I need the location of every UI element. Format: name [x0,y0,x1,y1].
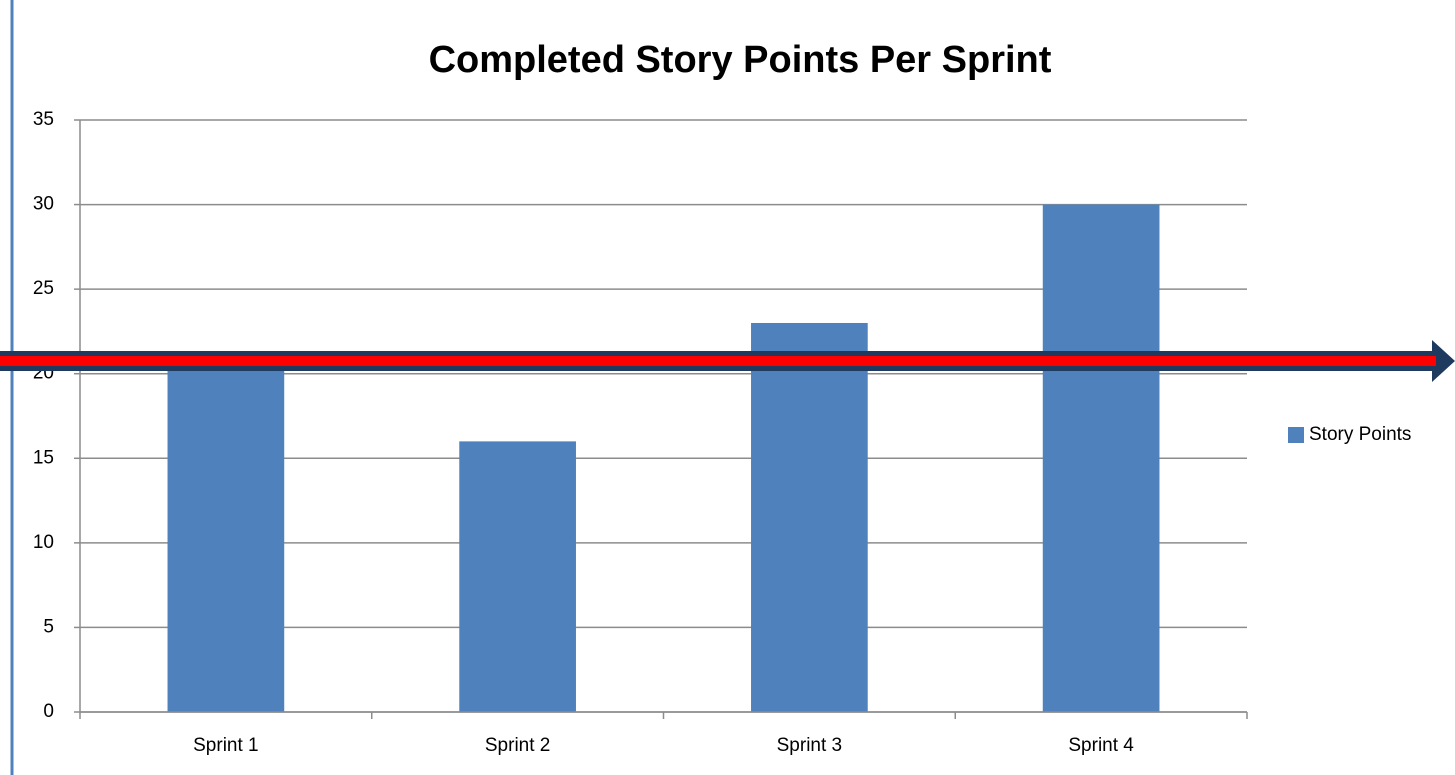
bar [1042,204,1160,713]
y-tick-label: 35 [33,109,54,130]
y-tick-label: 0 [43,701,54,722]
y-tick-label: 10 [33,532,54,553]
chart-title: Completed Story Points Per Sprint [429,39,1052,81]
x-tick-label: Sprint 4 [1068,735,1134,756]
x-tick-label: Sprint 1 [193,735,258,756]
bar [167,356,285,712]
bar [751,322,868,712]
y-tick-label: 15 [33,447,54,468]
bar [459,441,576,712]
x-tick-label: Sprint 2 [485,735,550,756]
arrow-annotation [0,340,1455,382]
y-tick-label: 25 [33,278,54,299]
y-tick-label: 30 [33,194,54,215]
legend-label: Story Points [1309,424,1411,445]
legend-swatch [1288,427,1304,443]
arrow-fill [0,356,1436,366]
x-tick-label: Sprint 3 [777,735,842,756]
y-tick-label: 5 [43,616,54,637]
